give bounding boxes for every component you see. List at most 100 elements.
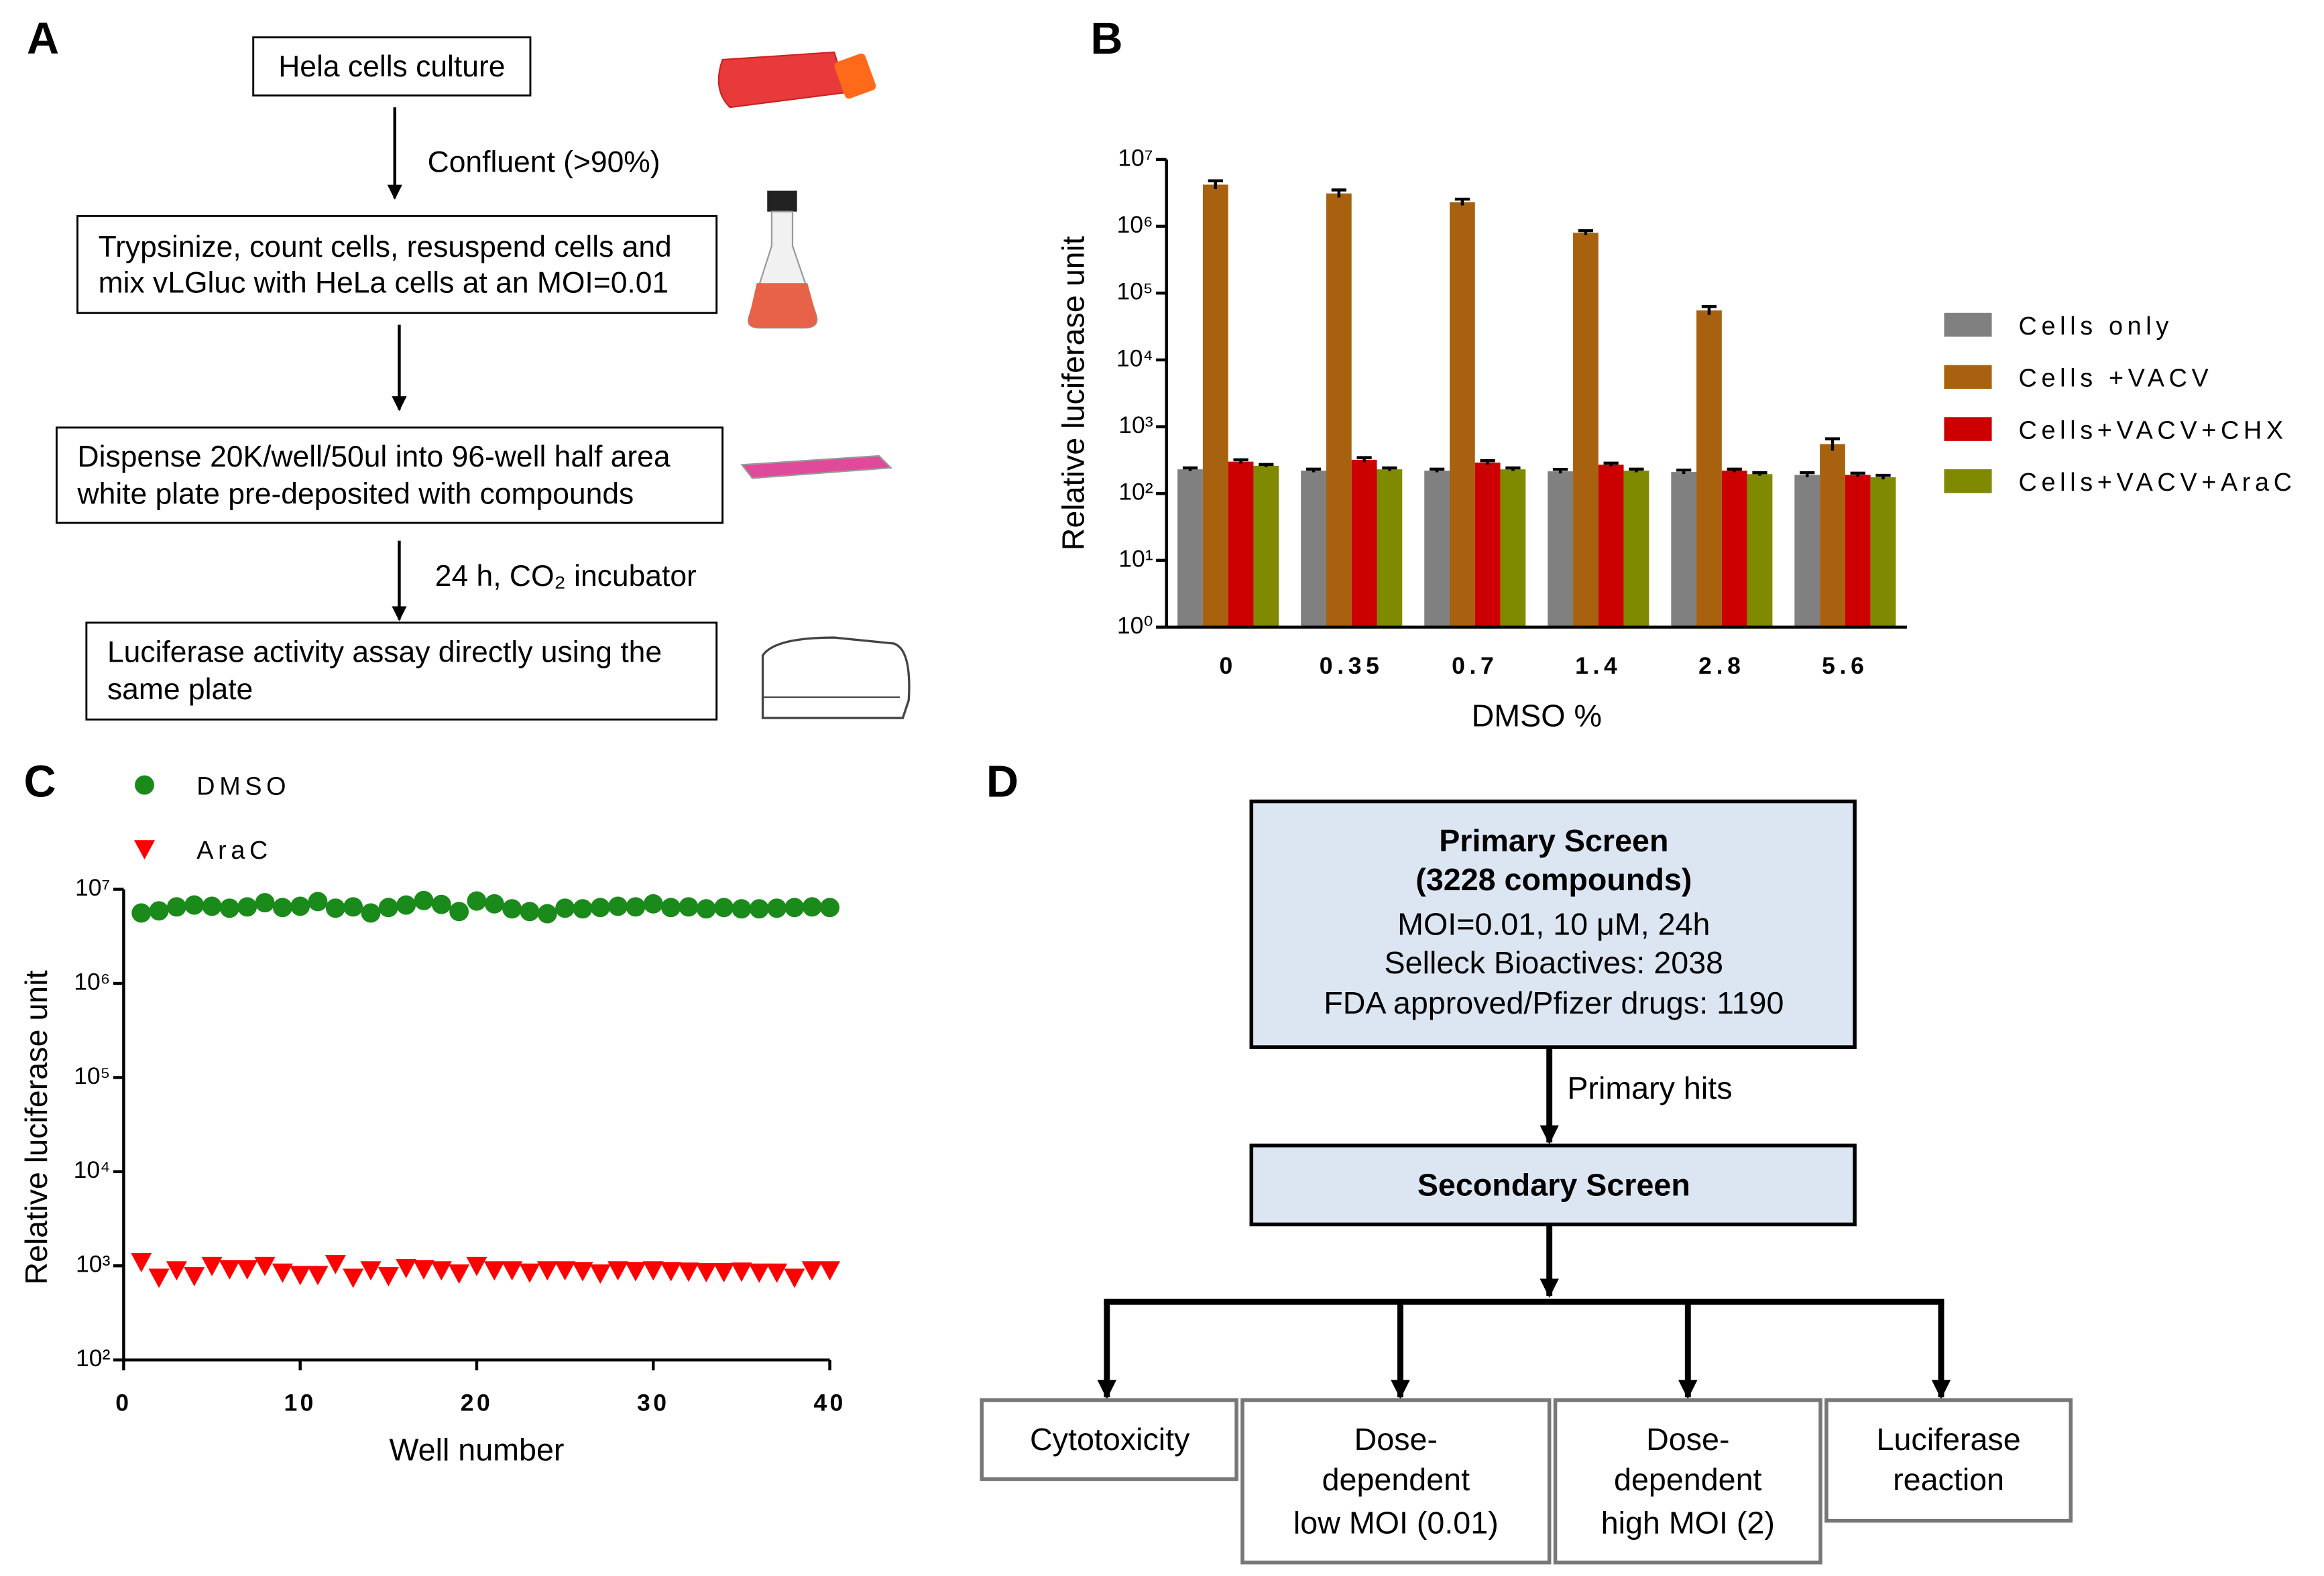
marker (184, 895, 205, 915)
marker (502, 1261, 523, 1281)
marker (166, 897, 186, 917)
legend-marker (135, 775, 154, 795)
bar (1228, 461, 1254, 627)
marker (166, 1261, 187, 1281)
marker (131, 1253, 152, 1272)
x-tick-label: 2.8 (1698, 652, 1745, 679)
marker (483, 1261, 505, 1281)
marker (449, 1264, 470, 1284)
arrow-label: 24 h, CO₂ incubator (435, 560, 697, 593)
legend-swatch (1944, 469, 1992, 493)
bar (1696, 310, 1722, 627)
y-tick-label: 10⁷ (1118, 144, 1153, 171)
error-bar (1480, 459, 1495, 465)
bar (1474, 463, 1501, 627)
y-tick-label: 10² (1118, 479, 1153, 505)
marker (449, 902, 469, 922)
primary-box (1249, 799, 1857, 1049)
marker (466, 1256, 487, 1276)
legend-label: AraC (196, 837, 272, 865)
error-bar (1429, 467, 1445, 473)
plate-icon (740, 454, 893, 479)
marker (678, 1262, 699, 1282)
x-tick-label: 0 (1219, 652, 1236, 679)
marker (801, 1261, 823, 1281)
flowchart-a: Hela cells culture Confluent (>90%) Tryp… (55, 36, 911, 721)
bar (1377, 469, 1403, 627)
assay-text: dependent (1614, 1462, 1762, 1497)
assay-text: low MOI (0.01) (1293, 1506, 1499, 1540)
y-tick-label: 10⁴ (1116, 345, 1153, 371)
marker (237, 897, 257, 917)
y-tick-label: 10² (76, 1345, 111, 1372)
legend-label: Cells +VACV (2019, 365, 2213, 393)
assay-text: reaction (1893, 1462, 2004, 1497)
error-bar (1553, 467, 1568, 474)
legend-label: Cells+VACV+AraC (2019, 469, 2297, 497)
x-tick-label: 1.4 (1575, 652, 1621, 679)
x-tick-label: 0.7 (1452, 652, 1498, 679)
box-title: Secondary Screen (1417, 1167, 1690, 1202)
marker (731, 1262, 752, 1282)
step-text: same plate (107, 673, 253, 706)
y-tick-label: 10³ (1118, 412, 1153, 438)
assay-box (1553, 1398, 1822, 1565)
marker (396, 1259, 417, 1278)
y-tick-label: 10⁵ (1116, 278, 1153, 305)
marker (414, 890, 434, 910)
panel-label: B (1090, 14, 1122, 64)
error-bar (1850, 471, 1865, 477)
marker (343, 897, 363, 917)
bar (1573, 233, 1599, 627)
marker (643, 894, 663, 914)
marker (626, 897, 646, 917)
marker (149, 901, 169, 921)
error-bar (1305, 467, 1322, 473)
bar (1351, 459, 1377, 627)
box-text: Selleck Bioactives: 2038 (1385, 945, 1724, 980)
box-text: MOI=0.01, 10 μM, 24h (1397, 906, 1710, 941)
marker (536, 1261, 558, 1281)
error-bar (1800, 471, 1815, 477)
bar (1326, 193, 1352, 627)
panel-label: C (24, 757, 56, 807)
marker (255, 893, 275, 913)
box-title: Primary Screen (1439, 823, 1668, 858)
marker (484, 894, 504, 914)
y-tick-label: 10⁶ (74, 968, 110, 995)
legend-marker (133, 840, 156, 860)
legend-label: Cells+VACV+CHX (2019, 416, 2288, 444)
x-tick-label: 5.6 (1822, 652, 1868, 679)
step-text: white plate pre-deposited with compounds (77, 478, 634, 511)
marker (290, 1266, 311, 1286)
error-bar (1875, 473, 1891, 480)
marker (819, 1261, 841, 1281)
bar (1721, 471, 1747, 627)
y-axis-label: Relative luciferase unit (1055, 236, 1090, 550)
marker (360, 1261, 382, 1281)
marker (361, 903, 381, 923)
marker (695, 1263, 717, 1283)
y-tick-label: 10³ (76, 1251, 111, 1278)
flask-icon (717, 51, 876, 109)
step-text: mix vLGluc with HeLa cells at an MOI=0.0… (99, 266, 669, 299)
assay-text: high MOI (2) (1601, 1506, 1775, 1540)
error-bar (1629, 467, 1644, 473)
marker (608, 896, 628, 916)
assay-box (1240, 1398, 1552, 1565)
marker (573, 899, 593, 919)
y-tick-label: 10¹ (1118, 545, 1153, 572)
bar (1500, 469, 1526, 627)
arrow-label: Primary hits (1567, 1071, 1732, 1105)
error-bar (1603, 461, 1619, 467)
error-bar (1233, 458, 1248, 464)
error-bar (1182, 466, 1198, 471)
legend-label: DMSO (196, 772, 290, 800)
bar (1671, 472, 1697, 627)
x-tick-label: 40 (813, 1390, 846, 1416)
marker (714, 898, 734, 918)
bar (1870, 477, 1896, 627)
x-tick-label: 0.35 (1320, 652, 1384, 679)
marker (202, 896, 222, 916)
marker (679, 897, 699, 917)
